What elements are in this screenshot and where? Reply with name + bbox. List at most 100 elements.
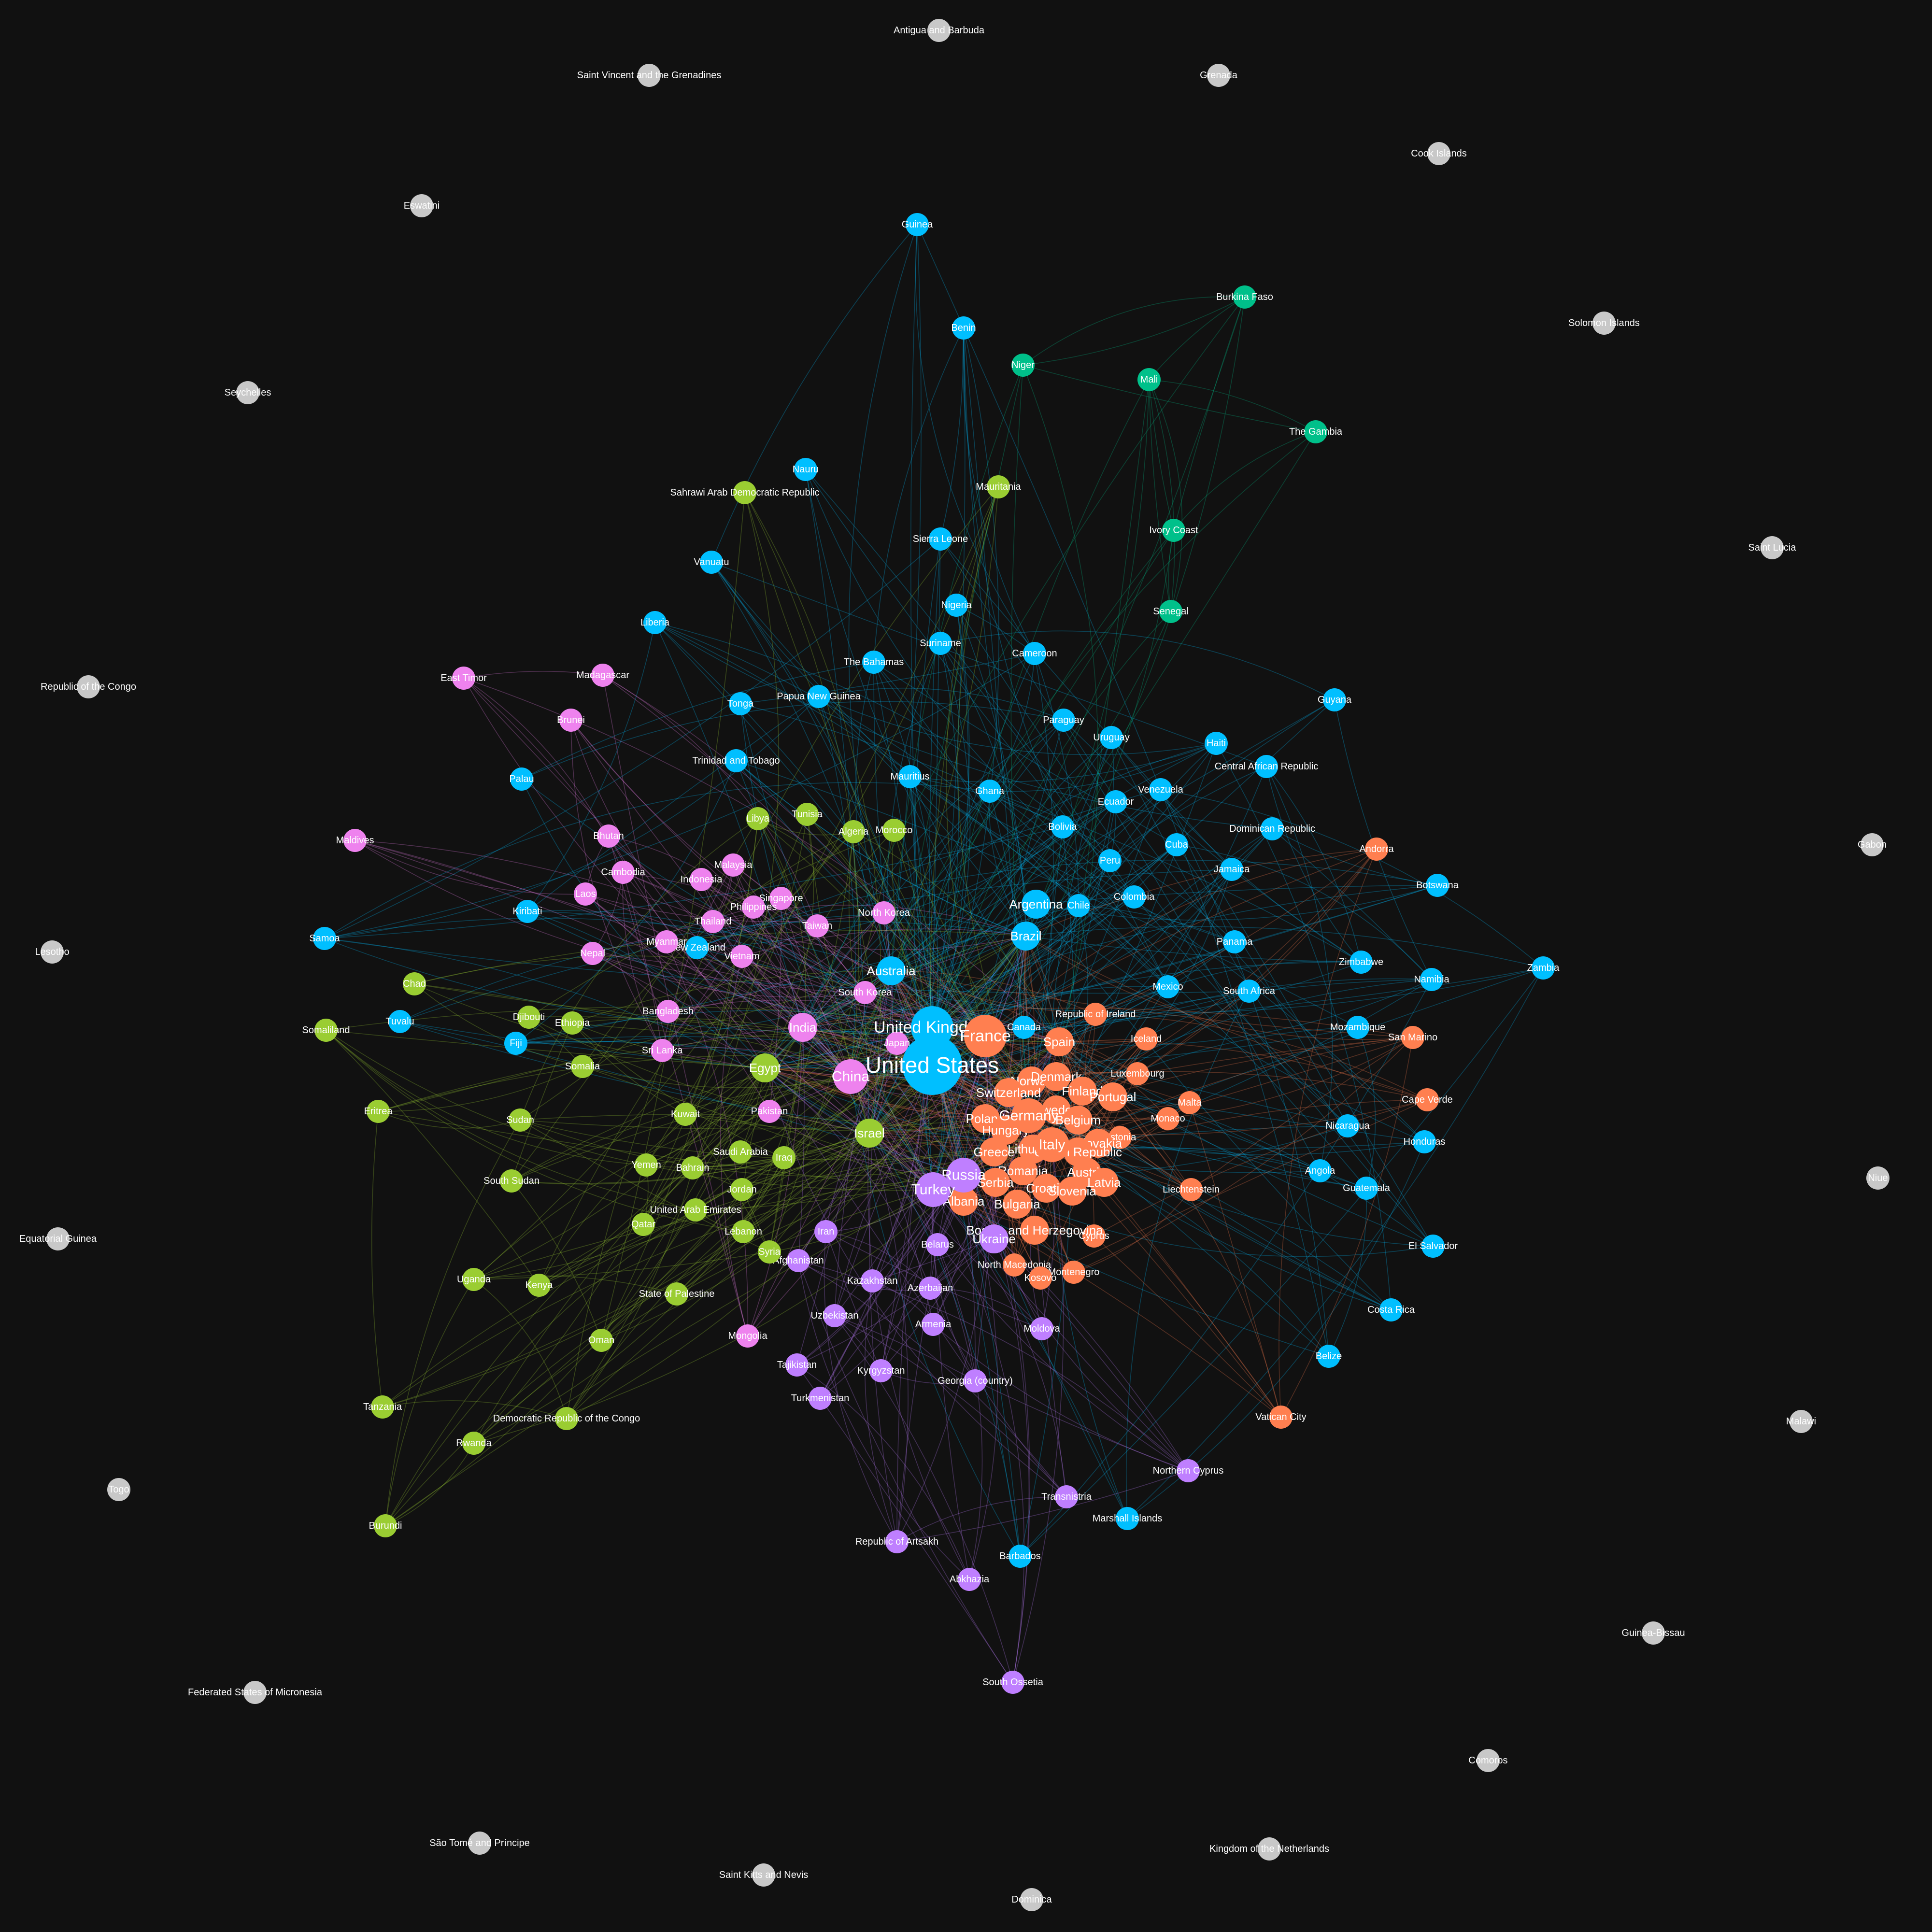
- node-circle-senegal: [1159, 600, 1182, 623]
- edge-mauritius-russia: [909, 776, 964, 1176]
- edge-republic-of-artsakh-united-kingdom: [896, 1027, 933, 1542]
- node-circle-south-ossetia: [1001, 1671, 1024, 1694]
- node-label-slovenia: Slovenia: [1048, 1184, 1096, 1198]
- node-label-oman: Oman: [588, 1335, 614, 1346]
- node-circle-philippines: [742, 895, 765, 919]
- edge-mexico-suriname: [940, 643, 1168, 987]
- node-circle-nepal: [581, 942, 604, 965]
- node-label-haiti: Haiti: [1207, 738, 1226, 749]
- edge-palau-the-bahamas: [521, 662, 874, 780]
- node-nauru: Nauru: [793, 458, 819, 481]
- node-label-cambodia: Cambodia: [601, 867, 645, 878]
- edge-australia-argentina: [891, 904, 1037, 971]
- edge-kenya-algeria: [539, 831, 854, 1286]
- node-republic-of-ireland: Republic of Ireland: [1055, 1003, 1136, 1026]
- node-label-azerbaijan: Azerbaijan: [908, 1283, 953, 1293]
- node-azerbaijan: Azerbaijan: [908, 1277, 953, 1300]
- node-circle-georgia-country: [964, 1369, 987, 1392]
- edge-kiribati-united-kingdom: [527, 911, 933, 1028]
- node-ghana: Ghana: [975, 780, 1005, 803]
- node-lesotho: Lesotho: [35, 940, 70, 964]
- edge-nauru-spain: [805, 469, 1060, 1042]
- edge-tajikistan-south-ossetia: [796, 1364, 1013, 1683]
- edge-taiwan-madagascar: [602, 675, 818, 926]
- edge-india-north-korea: [802, 912, 884, 1028]
- edge-senegal-mali: [1149, 379, 1171, 612]
- edge-sahrawi-arab-democratic-republic-israel: [744, 492, 881, 1134]
- node-label-latvia: Latvia: [1087, 1175, 1121, 1190]
- edge-suriname-brazil: [940, 643, 1026, 937]
- node-label-united-states: United States: [866, 1052, 999, 1078]
- edge-somalia-china: [582, 1066, 851, 1088]
- edge-georgia-country-china: [850, 1076, 976, 1381]
- node-circle-comoros: [1477, 1749, 1500, 1772]
- edge-abkhazia-russia: [963, 1175, 998, 1580]
- node-label-republic-of-artsakh: Republic of Artsakh: [855, 1536, 938, 1547]
- edge-suriname-united-kingdom: [932, 643, 959, 1028]
- node-label-seychelles: Seychelles: [225, 387, 271, 398]
- node-circle-somalia: [571, 1055, 594, 1078]
- node-circle-transnistria: [1055, 1485, 1078, 1508]
- edge-kuwait-turkey: [685, 1114, 934, 1190]
- node-label-eritrea: Eritrea: [364, 1106, 393, 1117]
- edge-south-ossetia-united-kingdom: [932, 1027, 1031, 1683]
- node-label-colombia: Colombia: [1114, 892, 1155, 902]
- node-label-tunisia: Tunisia: [792, 809, 823, 820]
- node-label-turkmenistan: Turkmenistan: [791, 1393, 849, 1404]
- node-circle-norway: [1017, 1066, 1046, 1095]
- node-circle-mozambique: [1346, 1016, 1369, 1039]
- node-afghanistan: Afghanistan: [773, 1249, 824, 1272]
- node-thailand: Thailand: [695, 910, 731, 933]
- node-circle-brunei: [559, 709, 582, 732]
- edge-indonesia-japan: [701, 879, 897, 1044]
- node-label-libya: Libya: [746, 813, 770, 824]
- node-namibia: Namibia: [1414, 968, 1450, 991]
- node-circle-cameroon: [1023, 642, 1046, 665]
- node-label-dominica: Dominica: [1011, 1894, 1052, 1905]
- edge-sierra-leone-benin: [940, 327, 964, 540]
- node-denmark: Denmark: [1031, 1062, 1082, 1091]
- node-circle-fiji: [504, 1032, 527, 1055]
- node-burkina-faso: Burkina Faso: [1216, 285, 1273, 309]
- node-label-qatar: Qatar: [631, 1219, 655, 1230]
- edge-laos-maldives: [355, 840, 586, 895]
- edge-papua-new-guinea-china: [818, 696, 856, 1077]
- node-vietnam: Vietnam: [724, 945, 760, 968]
- node-circle-cuba: [1165, 833, 1188, 856]
- node-label-ethiopia: Ethiopia: [555, 1018, 590, 1028]
- edge-kosovo-cape-verde: [1040, 1099, 1428, 1279]
- edge-south-korea-spain: [865, 992, 1060, 1042]
- node-label-tajikistan: Tajikistan: [777, 1360, 817, 1370]
- node-label-jordan: Jordan: [727, 1184, 756, 1195]
- node-circle-bangladesh: [656, 1000, 680, 1023]
- edge-belarus-abkhazia: [937, 1244, 983, 1580]
- node-belgium: Belgium: [1055, 1106, 1101, 1135]
- edge-mozambique-united-states: [932, 1027, 1358, 1066]
- node-circle-singapore: [769, 887, 793, 910]
- edge-indonesia-china: [701, 879, 851, 1077]
- node-circle-federated-states-of-micronesia: [243, 1681, 267, 1704]
- edge-chad-france: [414, 955, 986, 1037]
- edge-mozambique-guatemala: [1357, 1027, 1376, 1189]
- node-circle-trinidad-and-tobago: [724, 749, 748, 772]
- edge-belarus-spain: [937, 1041, 1060, 1245]
- edge-maldives-thailand: [355, 840, 713, 922]
- node-circle-greece: [980, 1137, 1009, 1166]
- edge-united-kingdom-bolivia: [932, 826, 1063, 1028]
- edge-libya-sudan: [520, 818, 758, 1121]
- node-el-salvador: El Salvador: [1408, 1235, 1458, 1258]
- edge-nepal-china: [592, 953, 851, 1077]
- node-label-abkhazia: Abkhazia: [950, 1574, 990, 1585]
- node-label-brazil: Brazil: [1010, 929, 1041, 943]
- node-circle-algeria: [842, 820, 865, 843]
- edge-venezuela-guinea: [917, 224, 1161, 790]
- edge-benin-cameroon: [962, 327, 1035, 654]
- edge-north-korea-india: [802, 912, 884, 1028]
- edge-niger-germany: [1010, 365, 1029, 1116]
- node-syria: Syria: [758, 1240, 781, 1264]
- edge-georgia-country-egypt: [765, 1067, 976, 1381]
- edge-burkina-faso-ivory-coast: [1173, 297, 1245, 531]
- node-circle-luxembourg: [1126, 1062, 1149, 1085]
- edge-ukraine-france: [985, 1036, 994, 1239]
- node-circle-democratic-republic-of-the-congo: [555, 1407, 578, 1430]
